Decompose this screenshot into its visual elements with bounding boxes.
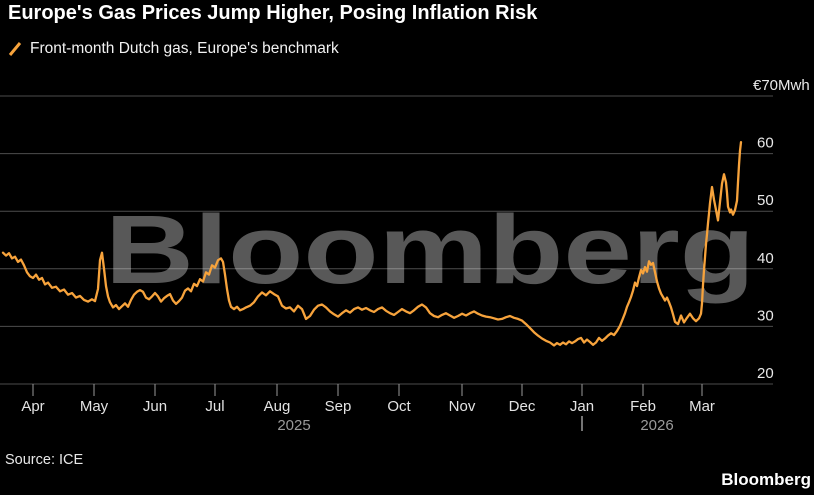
y-axis-labels: €70Mwh 60 50 40 30 20 — [753, 77, 810, 382]
month-label-Jun: Jun — [143, 398, 167, 415]
y-tick-label-20: 20 — [757, 365, 774, 382]
legend: Front-month Dutch gas, Europe's benchmar… — [8, 40, 339, 58]
month-label-May: May — [80, 398, 109, 415]
month-label-Jul: Jul — [205, 398, 224, 415]
month-label-Dec: Dec — [509, 398, 536, 415]
month-label-Apr: Apr — [21, 398, 44, 415]
y-tick-label-60: 60 — [757, 135, 774, 152]
month-label-Sep: Sep — [325, 398, 352, 415]
x-axis: Apr May Jun Jul Aug Sep Oct Nov Dec Jan Feb Mar 2025… — [21, 384, 715, 434]
month-label-Mar: Mar — [689, 398, 715, 415]
y-tick-label-30: 30 — [757, 307, 774, 324]
month-label-Nov: Nov — [449, 398, 476, 415]
month-label-Aug: Aug — [264, 398, 291, 415]
chart-title: Europe's Gas Prices Jump Higher, Posing … — [8, 2, 538, 24]
month-label-Jan: Jan — [570, 398, 594, 415]
source-label: Source: ICE — [5, 452, 84, 468]
bloomberg-logo: Bloomberg — [721, 470, 811, 489]
year-label-2026: 2026 — [640, 417, 673, 434]
bloomberg-watermark: Bloomberg — [105, 195, 755, 304]
y-tick-label-50: 50 — [757, 192, 774, 209]
legend-label: Front-month Dutch gas, Europe's benchmar… — [30, 40, 339, 57]
y-axis-unit-label: €70Mwh — [753, 77, 810, 94]
y-tick-label-40: 40 — [757, 250, 774, 267]
price-line-series — [1, 140, 743, 347]
month-label-Feb: Feb — [630, 398, 656, 415]
legend-line-marker-icon — [8, 42, 22, 56]
year-label-2025: 2025 — [277, 417, 310, 434]
month-label-Oct: Oct — [387, 398, 411, 415]
